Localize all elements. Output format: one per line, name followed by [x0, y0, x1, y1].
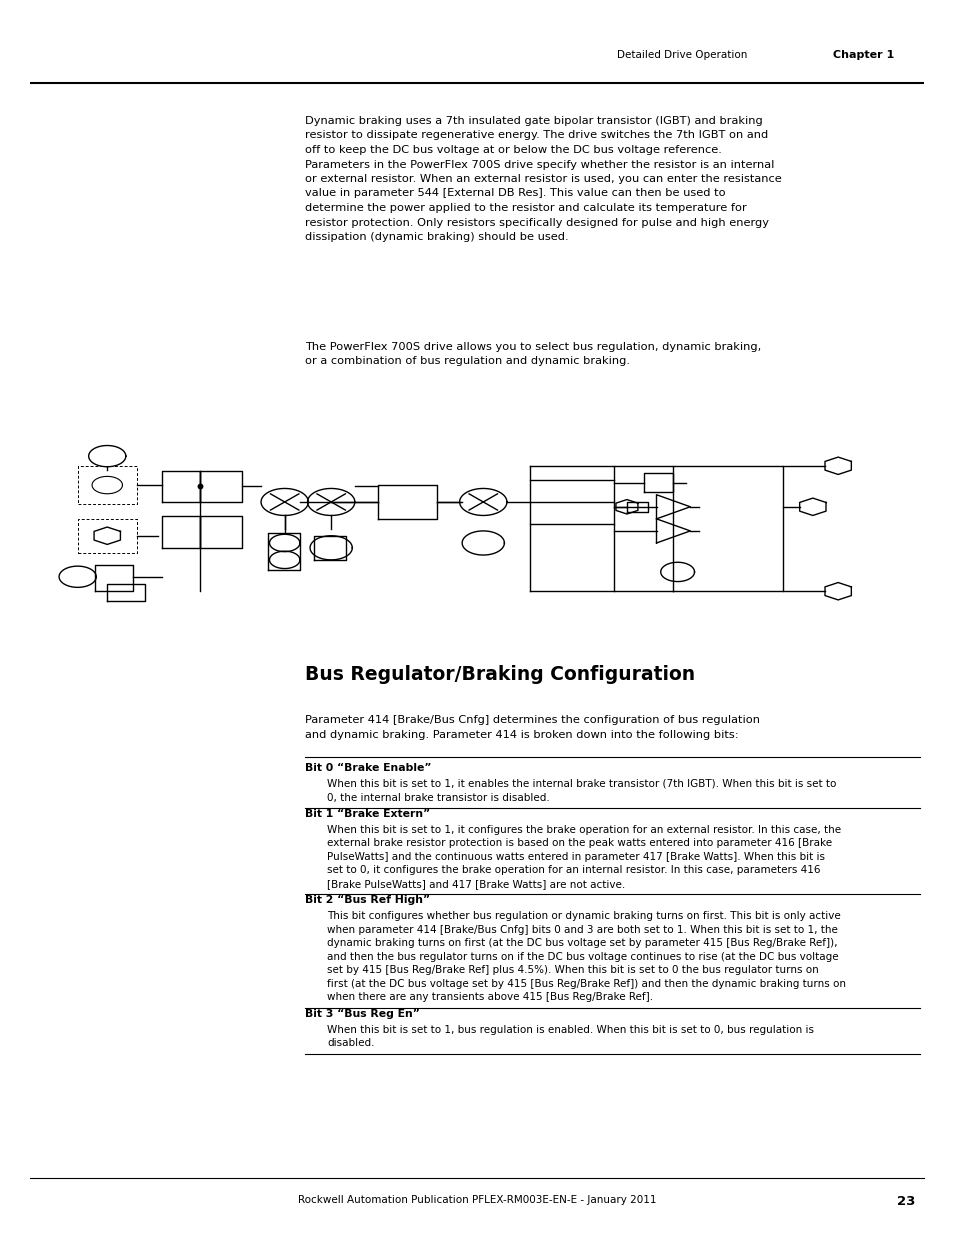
Text: disabled.: disabled.: [327, 1039, 375, 1049]
Text: dissipation (dynamic braking) should be used.: dissipation (dynamic braking) should be …: [305, 232, 568, 242]
Text: determine the power applied to the resistor and calculate its temperature for: determine the power applied to the resis…: [305, 203, 746, 212]
Text: dynamic braking turns on first (at the DC bus voltage set by parameter 415 [Bus : dynamic braking turns on first (at the D…: [327, 939, 837, 948]
Text: PulseWatts] and the continuous watts entered in parameter 417 [Brake Watts]. Whe: PulseWatts] and the continuous watts ent…: [327, 852, 824, 862]
Text: Bit 1 “Brake Extern”: Bit 1 “Brake Extern”: [305, 809, 430, 819]
Text: Parameters in the PowerFlex 700S drive specify whether the resistor is an intern: Parameters in the PowerFlex 700S drive s…: [305, 159, 774, 169]
Text: when parameter 414 [Brake/Bus Cnfg] bits 0 and 3 are both set to 1. When this bi: when parameter 414 [Brake/Bus Cnfg] bits…: [327, 925, 837, 935]
Text: and then the bus regulator turns on if the DC bus voltage continues to rise (at : and then the bus regulator turns on if t…: [327, 952, 838, 962]
Text: or external resistor. When an external resistor is used, you can enter the resis: or external resistor. When an external r…: [305, 174, 781, 184]
Text: Bit 0 “Brake Enable”: Bit 0 “Brake Enable”: [305, 763, 431, 773]
Text: Detailed Drive Operation: Detailed Drive Operation: [617, 49, 746, 61]
Text: resistor protection. Only resistors specifically designed for pulse and high ene: resistor protection. Only resistors spec…: [305, 217, 768, 227]
Text: Parameter 414 [Brake/Bus Cnfg] determines the configuration of bus regulation: Parameter 414 [Brake/Bus Cnfg] determine…: [305, 715, 760, 725]
Text: Chapter 1: Chapter 1: [832, 49, 893, 61]
Text: set by 415 [Bus Reg/Brake Ref] plus 4.5%). When this bit is set to 0 the bus reg: set by 415 [Bus Reg/Brake Ref] plus 4.5%…: [327, 966, 818, 976]
Text: When this bit is set to 1, it configures the brake operation for an external res: When this bit is set to 1, it configures…: [327, 825, 841, 835]
Text: This bit configures whether bus regulation or dynamic braking turns on first. Th: This bit configures whether bus regulati…: [327, 911, 840, 921]
Text: off to keep the DC bus voltage at or below the DC bus voltage reference.: off to keep the DC bus voltage at or bel…: [305, 144, 721, 156]
Text: set to 0, it configures the brake operation for an internal resistor. In this ca: set to 0, it configures the brake operat…: [327, 866, 820, 876]
Text: resistor to dissipate regenerative energy. The drive switches the 7th IGBT on an: resistor to dissipate regenerative energ…: [305, 131, 767, 141]
Text: when there are any transients above 415 [Bus Reg/Brake Ref].: when there are any transients above 415 …: [327, 993, 653, 1003]
Text: When this bit is set to 1, bus regulation is enabled. When this bit is set to 0,: When this bit is set to 1, bus regulatio…: [327, 1025, 813, 1035]
Text: [Brake PulseWatts] and 417 [Brake Watts] are not active.: [Brake PulseWatts] and 417 [Brake Watts]…: [327, 879, 624, 889]
Text: When this bit is set to 1, it enables the internal brake transistor (7th IGBT). : When this bit is set to 1, it enables th…: [327, 779, 836, 789]
Text: Bit 2 “Bus Ref High”: Bit 2 “Bus Ref High”: [305, 895, 430, 905]
Text: external brake resistor protection is based on the peak watts entered into param: external brake resistor protection is ba…: [327, 839, 831, 848]
Text: 23: 23: [896, 1195, 914, 1208]
Text: Bus Regulator/Braking Configuration: Bus Regulator/Braking Configuration: [305, 664, 695, 684]
Text: Dynamic braking uses a 7th insulated gate bipolar transistor (IGBT) and braking: Dynamic braking uses a 7th insulated gat…: [305, 116, 762, 126]
Text: 0, the internal brake transistor is disabled.: 0, the internal brake transistor is disa…: [327, 793, 549, 803]
Text: Rockwell Automation Publication PFLEX-RM003E-EN-E - January 2011: Rockwell Automation Publication PFLEX-RM…: [297, 1195, 656, 1205]
Text: or a combination of bus regulation and dynamic braking.: or a combination of bus regulation and d…: [305, 357, 629, 367]
Text: Bit 3 “Bus Reg En”: Bit 3 “Bus Reg En”: [305, 1009, 419, 1019]
Text: The PowerFlex 700S drive allows you to select bus regulation, dynamic braking,: The PowerFlex 700S drive allows you to s…: [305, 342, 760, 352]
Text: and dynamic braking. Parameter 414 is broken down into the following bits:: and dynamic braking. Parameter 414 is br…: [305, 730, 738, 740]
Text: value in parameter 544 [External DB Res]. This value can then be used to: value in parameter 544 [External DB Res]…: [305, 189, 725, 199]
Text: first (at the DC bus voltage set by 415 [Bus Reg/Brake Ref]) and then the dynami: first (at the DC bus voltage set by 415 …: [327, 979, 845, 989]
